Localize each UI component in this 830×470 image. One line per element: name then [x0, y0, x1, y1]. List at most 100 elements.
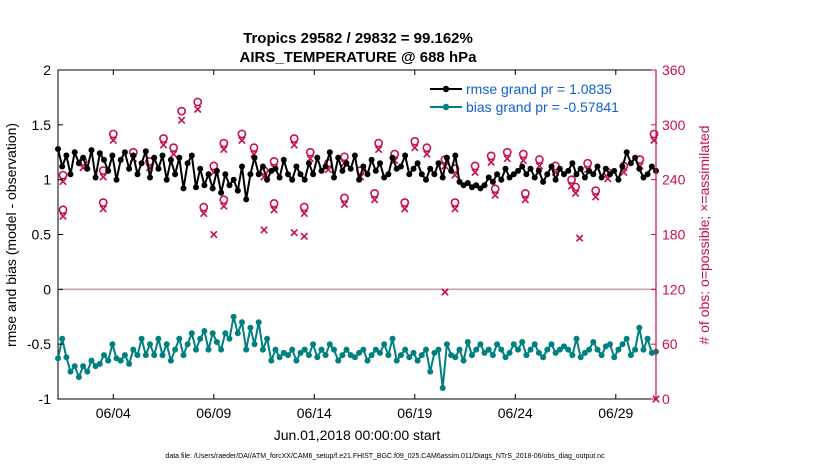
rmse-point [335, 154, 342, 161]
rmse-point [147, 174, 153, 181]
rmse-point [222, 171, 229, 178]
rmse-point [101, 156, 107, 163]
x-tick-label: 06/09 [196, 405, 231, 421]
obs-assimilated-marker [535, 162, 544, 170]
bias-point [197, 335, 204, 342]
x-tick-label: 06/24 [498, 405, 533, 421]
bias-point [443, 341, 450, 348]
obs-assimilated-marker [503, 154, 512, 163]
bias-point [276, 354, 283, 361]
rmse-point [305, 160, 312, 167]
rmse-point [565, 167, 572, 174]
bias-point [640, 346, 647, 353]
obs-possible-marker [535, 155, 544, 164]
rmse-point [477, 185, 484, 192]
bias-point [502, 354, 509, 361]
rmse-point [193, 184, 199, 191]
bias-point [360, 346, 367, 353]
bias-point [427, 368, 434, 375]
rmse-point [364, 171, 371, 178]
bias-point [226, 335, 233, 342]
bias-point [272, 346, 279, 353]
rmse-point [623, 149, 630, 156]
obs-assimilated-marker [571, 189, 580, 198]
bias-point [594, 346, 601, 353]
bias-point [184, 341, 191, 348]
rmse-point [259, 163, 266, 170]
bias-point [84, 368, 91, 375]
rmse-point [176, 154, 183, 161]
bias-point [343, 346, 350, 353]
rmse-point [301, 176, 308, 183]
bias-point [80, 363, 87, 370]
rmse-point [594, 163, 601, 170]
x-axis: 06/04 06/09 06/14 06/19 06/24 06/29 [96, 70, 634, 421]
obs-possible-marker [450, 198, 460, 207]
bias-point [172, 346, 179, 353]
rmse-point [226, 182, 233, 189]
bias-point [364, 357, 371, 364]
obs-assimilated-marker [374, 145, 383, 154]
bias-point [644, 335, 651, 342]
rmse-point [71, 149, 78, 156]
bias-point [523, 352, 530, 359]
bias-point [335, 357, 342, 364]
rmse-point [88, 147, 95, 154]
rmse-point [368, 156, 375, 163]
rmse-point [276, 174, 283, 181]
rmse-point [280, 156, 287, 163]
obs-possible-marker [591, 186, 601, 196]
bias-point [581, 349, 588, 356]
obs-assimilated-marker [238, 136, 246, 145]
rmse-point [427, 165, 434, 172]
y2-tick-label: 120 [662, 281, 686, 297]
obs-assimilated-marker [591, 193, 600, 201]
bias-point [414, 357, 421, 364]
rmse-point [239, 163, 245, 170]
bias-point [452, 354, 459, 361]
obs-possible-marker [177, 106, 187, 116]
bias-point [435, 346, 442, 353]
bias-point [515, 346, 521, 353]
obs-assimilated-marker [59, 212, 67, 220]
rmse-point [59, 163, 66, 170]
rmse-point [251, 154, 258, 161]
rmse-point [602, 165, 609, 172]
rmse-point [55, 146, 61, 152]
obs-possible-marker [269, 199, 279, 208]
bias-point [339, 352, 346, 359]
bias-point [239, 319, 245, 326]
x-axis-label: Jun.01,2018 00:00:00 start [274, 427, 441, 443]
bias-point [310, 341, 317, 348]
bias-point [155, 335, 162, 342]
rmse-point [205, 171, 212, 178]
bias-point [105, 357, 112, 364]
rmse-point [644, 171, 651, 178]
obs-possible-marker [219, 195, 229, 205]
obs-assimilated-marker [270, 206, 278, 214]
rmse-point [607, 171, 613, 178]
bias-point [297, 349, 304, 356]
rmse-point [573, 171, 580, 178]
bias-point [213, 339, 220, 345]
rmse-point [439, 174, 446, 181]
obs-assimilated-marker [451, 205, 459, 213]
rmse-point [347, 165, 354, 172]
bias-point [234, 330, 241, 337]
rmse-point [527, 165, 534, 172]
rmse-point [531, 174, 538, 181]
rmse-point [314, 154, 321, 161]
rmse-point [418, 171, 425, 178]
bias-point [130, 346, 137, 353]
bias-point [259, 346, 266, 353]
bias-point [577, 354, 584, 361]
bias-point [188, 330, 195, 337]
obs-assimilated-marker [177, 116, 186, 125]
bias-point [368, 352, 375, 359]
bias-point [176, 335, 183, 342]
rmse-point [138, 160, 145, 167]
bias-point [59, 335, 66, 342]
rmse-point [331, 174, 337, 181]
y-tick-label: -0.5 [27, 336, 51, 352]
